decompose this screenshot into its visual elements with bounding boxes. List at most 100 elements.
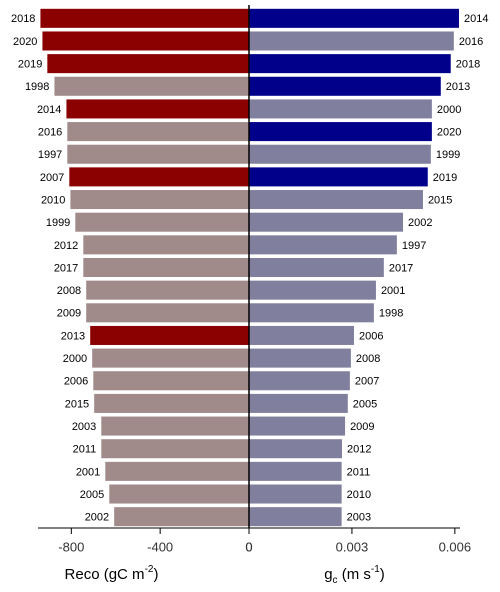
bar [249,144,431,164]
bar [90,325,250,345]
x-tick-label: 0 [245,539,252,554]
bar [69,167,250,187]
bar [249,76,441,96]
bar [249,167,428,187]
bar [83,257,249,278]
bar [40,8,249,28]
bar [249,190,423,210]
label-part: -1 [371,564,380,575]
bar [67,144,249,164]
bar-label: 1997 [402,240,426,252]
bar-label: 2018 [11,13,35,25]
bar-label: 2005 [80,489,104,501]
bar [249,54,451,74]
bar-label: 2015 [65,398,89,410]
bar-label: 2019 [18,59,42,71]
bar-label: 2009 [350,421,374,433]
bar-label: 2008 [356,353,380,365]
bar [249,235,397,255]
bar-label: 2000 [437,104,461,116]
bar-label: 2014 [464,13,488,25]
bar [101,416,249,436]
bar-label: 2013 [446,81,470,93]
x-tick-label: 0.003 [336,539,369,554]
bar [249,303,374,323]
bar-label: 2017 [54,262,78,274]
bar-label: 2000 [63,353,87,365]
x-tick-label: 0 [245,539,252,554]
bar [249,348,351,368]
bar [249,325,354,345]
bar-label: 2013 [61,330,85,342]
bar-label: 2009 [57,308,81,320]
bar-label: 2008 [57,285,81,297]
bar [249,461,342,481]
label-part: (m s [338,566,371,583]
bar-label: 2007 [355,376,379,388]
x-tick-label: -400 [147,539,173,554]
bar-label: 2020 [437,126,461,138]
bar-label: 2006 [64,376,88,388]
bar [105,461,249,481]
bar [249,439,342,459]
bar [70,190,249,210]
bar [249,484,342,504]
bar-label: 1999 [46,217,70,229]
label-part: -2 [145,564,154,575]
x-axis-label: gc (m s-1) [324,564,385,586]
label-part: ) [153,566,158,583]
bar-label: 2002 [85,512,109,524]
label-part: g [324,566,332,583]
bar-label: 2017 [389,262,413,274]
bar [101,439,249,459]
bar [75,212,249,232]
bar-label: 2002 [408,217,432,229]
bar [109,484,249,504]
bar-label: 2014 [37,104,61,116]
bar-label: 1998 [25,81,49,93]
bar-label: 2019 [433,172,457,184]
bar-label: 2015 [428,194,452,206]
bar [249,371,350,391]
x-axis-label: Reco (gC m-2) [65,564,159,583]
bar-label: 1997 [38,149,62,161]
bar [249,8,459,28]
bar-label: 2010 [347,489,371,501]
bar-label: 2001 [76,466,100,478]
x-tick-label: -800 [58,539,84,554]
bar [249,99,432,119]
bar-label: 1998 [379,308,403,320]
bar [249,393,348,413]
bar [67,122,249,142]
bar-label: 1999 [436,149,460,161]
bar [42,31,249,51]
bar [86,303,249,323]
bar-label: 2001 [381,285,405,297]
bar-label: 2003 [347,512,371,524]
label-part: Reco (gC m [65,566,145,583]
bar [92,348,249,368]
bar-label: 2012 [54,240,78,252]
label-part: ) [380,566,385,583]
bar-label: 2018 [456,59,480,71]
bar-label: 2003 [72,421,96,433]
bar [47,54,249,74]
bar [249,257,384,278]
bar [249,31,454,51]
bar [249,280,376,300]
bar-label: 2006 [359,330,383,342]
bar [249,416,346,436]
bar [249,212,404,232]
bar-label: 2011 [73,444,97,456]
bar-label: 2016 [38,126,62,138]
bar-label: 2005 [353,398,377,410]
bar [66,99,249,119]
bar [94,393,250,413]
bar [86,280,249,300]
bar [93,371,250,391]
label-part: c [333,575,338,586]
bar [114,507,250,527]
bar [249,507,342,527]
x-tick-label: 0.006 [439,539,472,554]
